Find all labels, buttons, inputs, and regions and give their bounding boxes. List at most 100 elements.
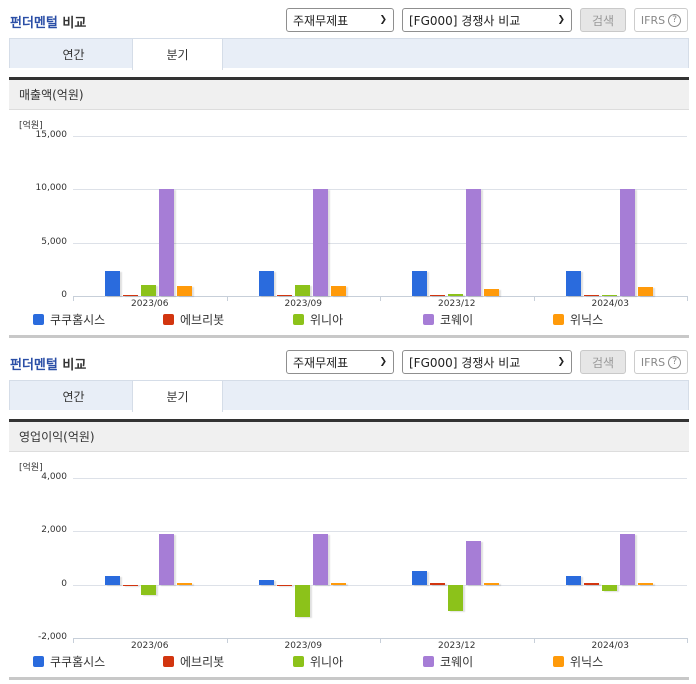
bar[interactable] bbox=[430, 583, 445, 585]
chevron-down-icon: ❯ bbox=[379, 357, 387, 367]
statement-select[interactable]: 주재무제표 ❯ bbox=[286, 350, 394, 374]
metric-title: 영업이익(억원) bbox=[9, 422, 689, 452]
gridline bbox=[73, 242, 687, 244]
bar[interactable] bbox=[448, 294, 463, 296]
bar[interactable] bbox=[484, 288, 499, 296]
bar[interactable] bbox=[430, 294, 445, 296]
controls: 주재무제표 ❯ [FG000] 경쟁사 비교 ❯ 검색 IFRS ? bbox=[286, 350, 688, 374]
fundamental-panel-operating-profit: 펀더멘털 비교 주재무제표 ❯ [FG000] 경쟁사 비교 ❯ 검색 IFRS ?… bbox=[0, 342, 696, 682]
bar[interactable] bbox=[258, 271, 274, 296]
x-tick-label: 2023/12 bbox=[438, 299, 476, 309]
legend-label: 쿠쿠홈시스 bbox=[50, 313, 106, 327]
bar[interactable] bbox=[619, 189, 635, 296]
bar[interactable] bbox=[601, 584, 617, 591]
legend-item[interactable]: 코웨이 bbox=[423, 311, 473, 328]
legend-item[interactable]: 코웨이 bbox=[423, 653, 473, 670]
tab-quarterly[interactable]: 분기 bbox=[132, 39, 223, 70]
period-tabs: 연간 분기 bbox=[9, 38, 689, 70]
bar[interactable] bbox=[448, 584, 463, 611]
comparison-select[interactable]: [FG000] 경쟁사 비교 ❯ bbox=[402, 350, 572, 374]
bar[interactable] bbox=[123, 584, 138, 587]
bar[interactable] bbox=[583, 583, 599, 585]
legend-item[interactable]: 위닉스 bbox=[553, 311, 603, 328]
legend-item[interactable]: 위니아 bbox=[293, 311, 343, 328]
bar[interactable] bbox=[258, 579, 274, 585]
chevron-down-icon: ❯ bbox=[557, 15, 565, 25]
x-tick-label: 2023/09 bbox=[284, 299, 322, 309]
x-tick-label: 2024/03 bbox=[591, 641, 629, 651]
bar[interactable] bbox=[412, 570, 427, 585]
bar[interactable] bbox=[276, 294, 292, 296]
bar[interactable] bbox=[312, 189, 328, 296]
bar[interactable] bbox=[565, 271, 581, 296]
bar[interactable] bbox=[105, 575, 120, 585]
legend-item[interactable]: 위닉스 bbox=[553, 653, 603, 670]
bar[interactable] bbox=[412, 271, 427, 296]
bar[interactable] bbox=[105, 271, 120, 296]
chevron-down-icon: ❯ bbox=[379, 15, 387, 25]
y-tick-label: 4,000 bbox=[41, 472, 67, 482]
legend-swatch-icon bbox=[293, 656, 304, 667]
ifrs-button[interactable]: IFRS ? bbox=[634, 350, 688, 374]
y-tick-label: 0 bbox=[61, 578, 67, 589]
ifrs-label: IFRS bbox=[640, 355, 666, 369]
tab-quarterly[interactable]: 분기 bbox=[132, 381, 223, 412]
legend-label: 에브리봇 bbox=[180, 313, 225, 327]
legend-item[interactable]: 쿠쿠홈시스 bbox=[33, 311, 105, 328]
statement-select[interactable]: 주재무제표 ❯ bbox=[286, 8, 394, 32]
bar[interactable] bbox=[466, 540, 481, 585]
legend-swatch-icon bbox=[423, 314, 434, 325]
bar[interactable] bbox=[565, 575, 581, 585]
bar[interactable] bbox=[159, 534, 174, 585]
statement-select-value: 주재무제표 bbox=[293, 13, 349, 28]
divider bbox=[9, 677, 689, 680]
bar[interactable] bbox=[294, 285, 310, 296]
legend-swatch-icon bbox=[163, 656, 174, 667]
bar[interactable] bbox=[123, 294, 138, 296]
bar[interactable] bbox=[637, 286, 653, 296]
ifrs-button[interactable]: IFRS ? bbox=[634, 8, 688, 32]
bar[interactable] bbox=[330, 285, 346, 296]
search-button[interactable]: 검색 bbox=[580, 350, 626, 374]
metric-title: 매출액(억원) bbox=[9, 80, 689, 110]
bar[interactable] bbox=[276, 584, 292, 587]
bar[interactable] bbox=[637, 583, 653, 585]
help-icon: ? bbox=[668, 355, 682, 369]
y-tick-label: 15,000 bbox=[35, 130, 68, 140]
tab-annual[interactable]: 연간 bbox=[62, 389, 85, 404]
legend-item[interactable]: 에브리봇 bbox=[163, 311, 224, 328]
legend-label: 코웨이 bbox=[440, 655, 474, 669]
fundamental-panel-revenue: 펀더멘털 비교 주재무제표 ❯ [FG000] 경쟁사 비교 ❯ 검색 IFRS ?… bbox=[0, 0, 696, 340]
bar[interactable] bbox=[177, 583, 192, 585]
bar[interactable] bbox=[141, 584, 156, 596]
bar[interactable] bbox=[294, 584, 310, 618]
bar[interactable] bbox=[484, 583, 499, 585]
bar[interactable] bbox=[312, 534, 328, 585]
comparison-select-value: [FG000] 경쟁사 비교 bbox=[409, 355, 521, 370]
legend-item[interactable]: 에브리봇 bbox=[163, 653, 224, 670]
help-icon: ? bbox=[668, 13, 682, 27]
comparison-select[interactable]: [FG000] 경쟁사 비교 ❯ bbox=[402, 8, 572, 32]
panel-title: 펀더멘털 비교 bbox=[10, 354, 86, 373]
bar[interactable] bbox=[177, 285, 192, 296]
search-button[interactable]: 검색 bbox=[580, 8, 626, 32]
legend-swatch-icon bbox=[423, 656, 434, 667]
bar[interactable] bbox=[583, 294, 599, 296]
bar[interactable] bbox=[466, 189, 481, 296]
gridline bbox=[73, 136, 687, 137]
bar[interactable] bbox=[601, 294, 617, 296]
x-tick-mark bbox=[533, 638, 535, 643]
bar[interactable] bbox=[330, 582, 346, 585]
bar[interactable] bbox=[141, 285, 156, 296]
title-part2: 비교 bbox=[57, 16, 87, 31]
bar[interactable] bbox=[159, 189, 174, 296]
legend-item[interactable]: 위니아 bbox=[293, 653, 343, 670]
legend-swatch-icon bbox=[33, 656, 44, 667]
legend-swatch-icon bbox=[293, 314, 304, 325]
legend-item[interactable]: 쿠쿠홈시스 bbox=[33, 653, 105, 670]
panel-title: 펀더멘털 비교 bbox=[10, 12, 86, 31]
bar[interactable] bbox=[619, 534, 635, 585]
tab-annual[interactable]: 연간 bbox=[62, 47, 85, 62]
statement-select-value: 주재무제표 bbox=[293, 355, 349, 370]
revenue-chart: [억원] 15,000 10,000 5,000 0 2023/06 2023/09 202… bbox=[9, 110, 689, 340]
